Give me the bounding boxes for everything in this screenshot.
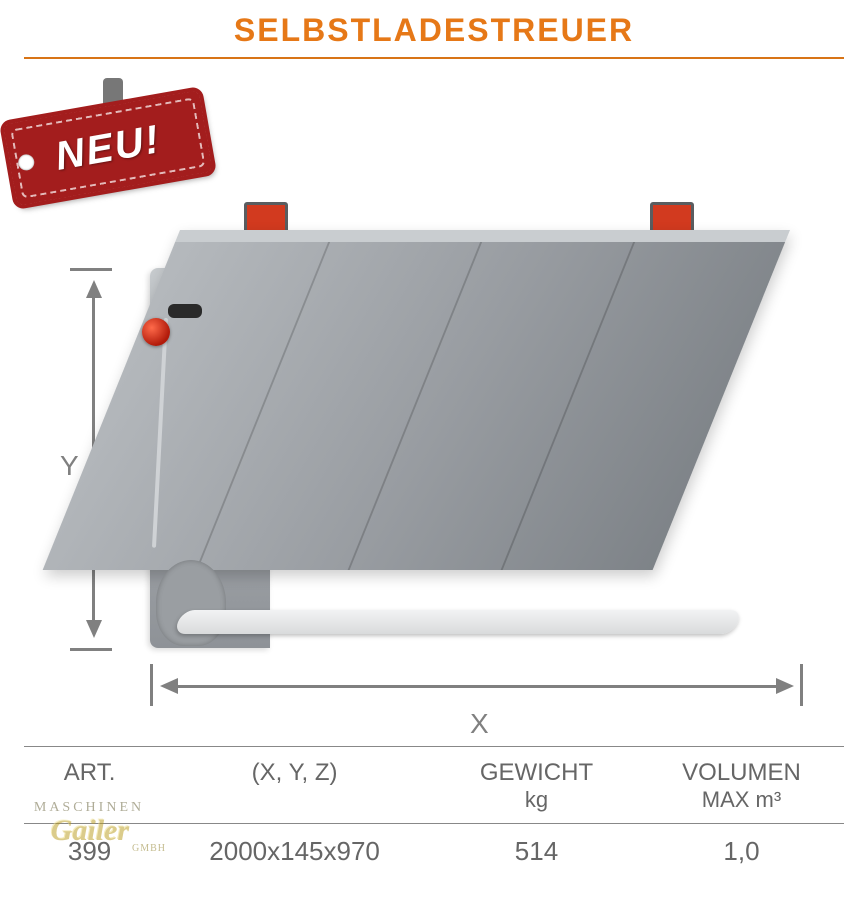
product-figure: Y X [60,170,820,690]
col-header-weight: GEWICHT kg [434,759,639,813]
y-axis-top-tick [70,268,112,271]
x-axis-label: X [470,708,489,740]
x-axis-line [178,685,776,688]
col-header-weight-line1: GEWICHT [480,759,593,786]
panel-seam [195,242,330,570]
panel-seam [500,242,635,570]
x-axis-right-tick [800,664,803,706]
watermark-main: Gailer [4,816,174,843]
cell-weight: 514 [434,836,639,867]
col-header-weight-line2: kg [434,787,639,813]
x-axis-arrow-right [776,678,794,694]
title-divider [24,57,844,59]
y-axis-label: Y [60,450,79,482]
watermark-logo: MASCHINEN Gailer GMBH [4,800,174,854]
y-axis-bottom-tick [70,648,112,651]
panel-seam [348,242,483,570]
col-header-volume: VOLUMEN MAX m³ [639,759,844,813]
y-axis-arrow-down [86,620,102,638]
col-header-volume-line2: MAX m³ [639,787,844,813]
col-header-xyz: (X, Y, Z) [155,759,434,813]
machine-knob [142,318,170,346]
x-axis-left-tick [150,664,153,706]
x-axis-arrow-left [160,678,178,694]
machine-illustration [150,210,800,650]
cell-xyz: 2000x145x970 [155,836,434,867]
cell-volume: 1,0 [639,836,844,867]
page-title: SELBSTLADESTREUER [0,0,868,49]
col-header-volume-line1: VOLUMEN [682,759,801,786]
machine-bottom-bar [173,610,743,634]
machine-lever-handle [168,304,202,318]
